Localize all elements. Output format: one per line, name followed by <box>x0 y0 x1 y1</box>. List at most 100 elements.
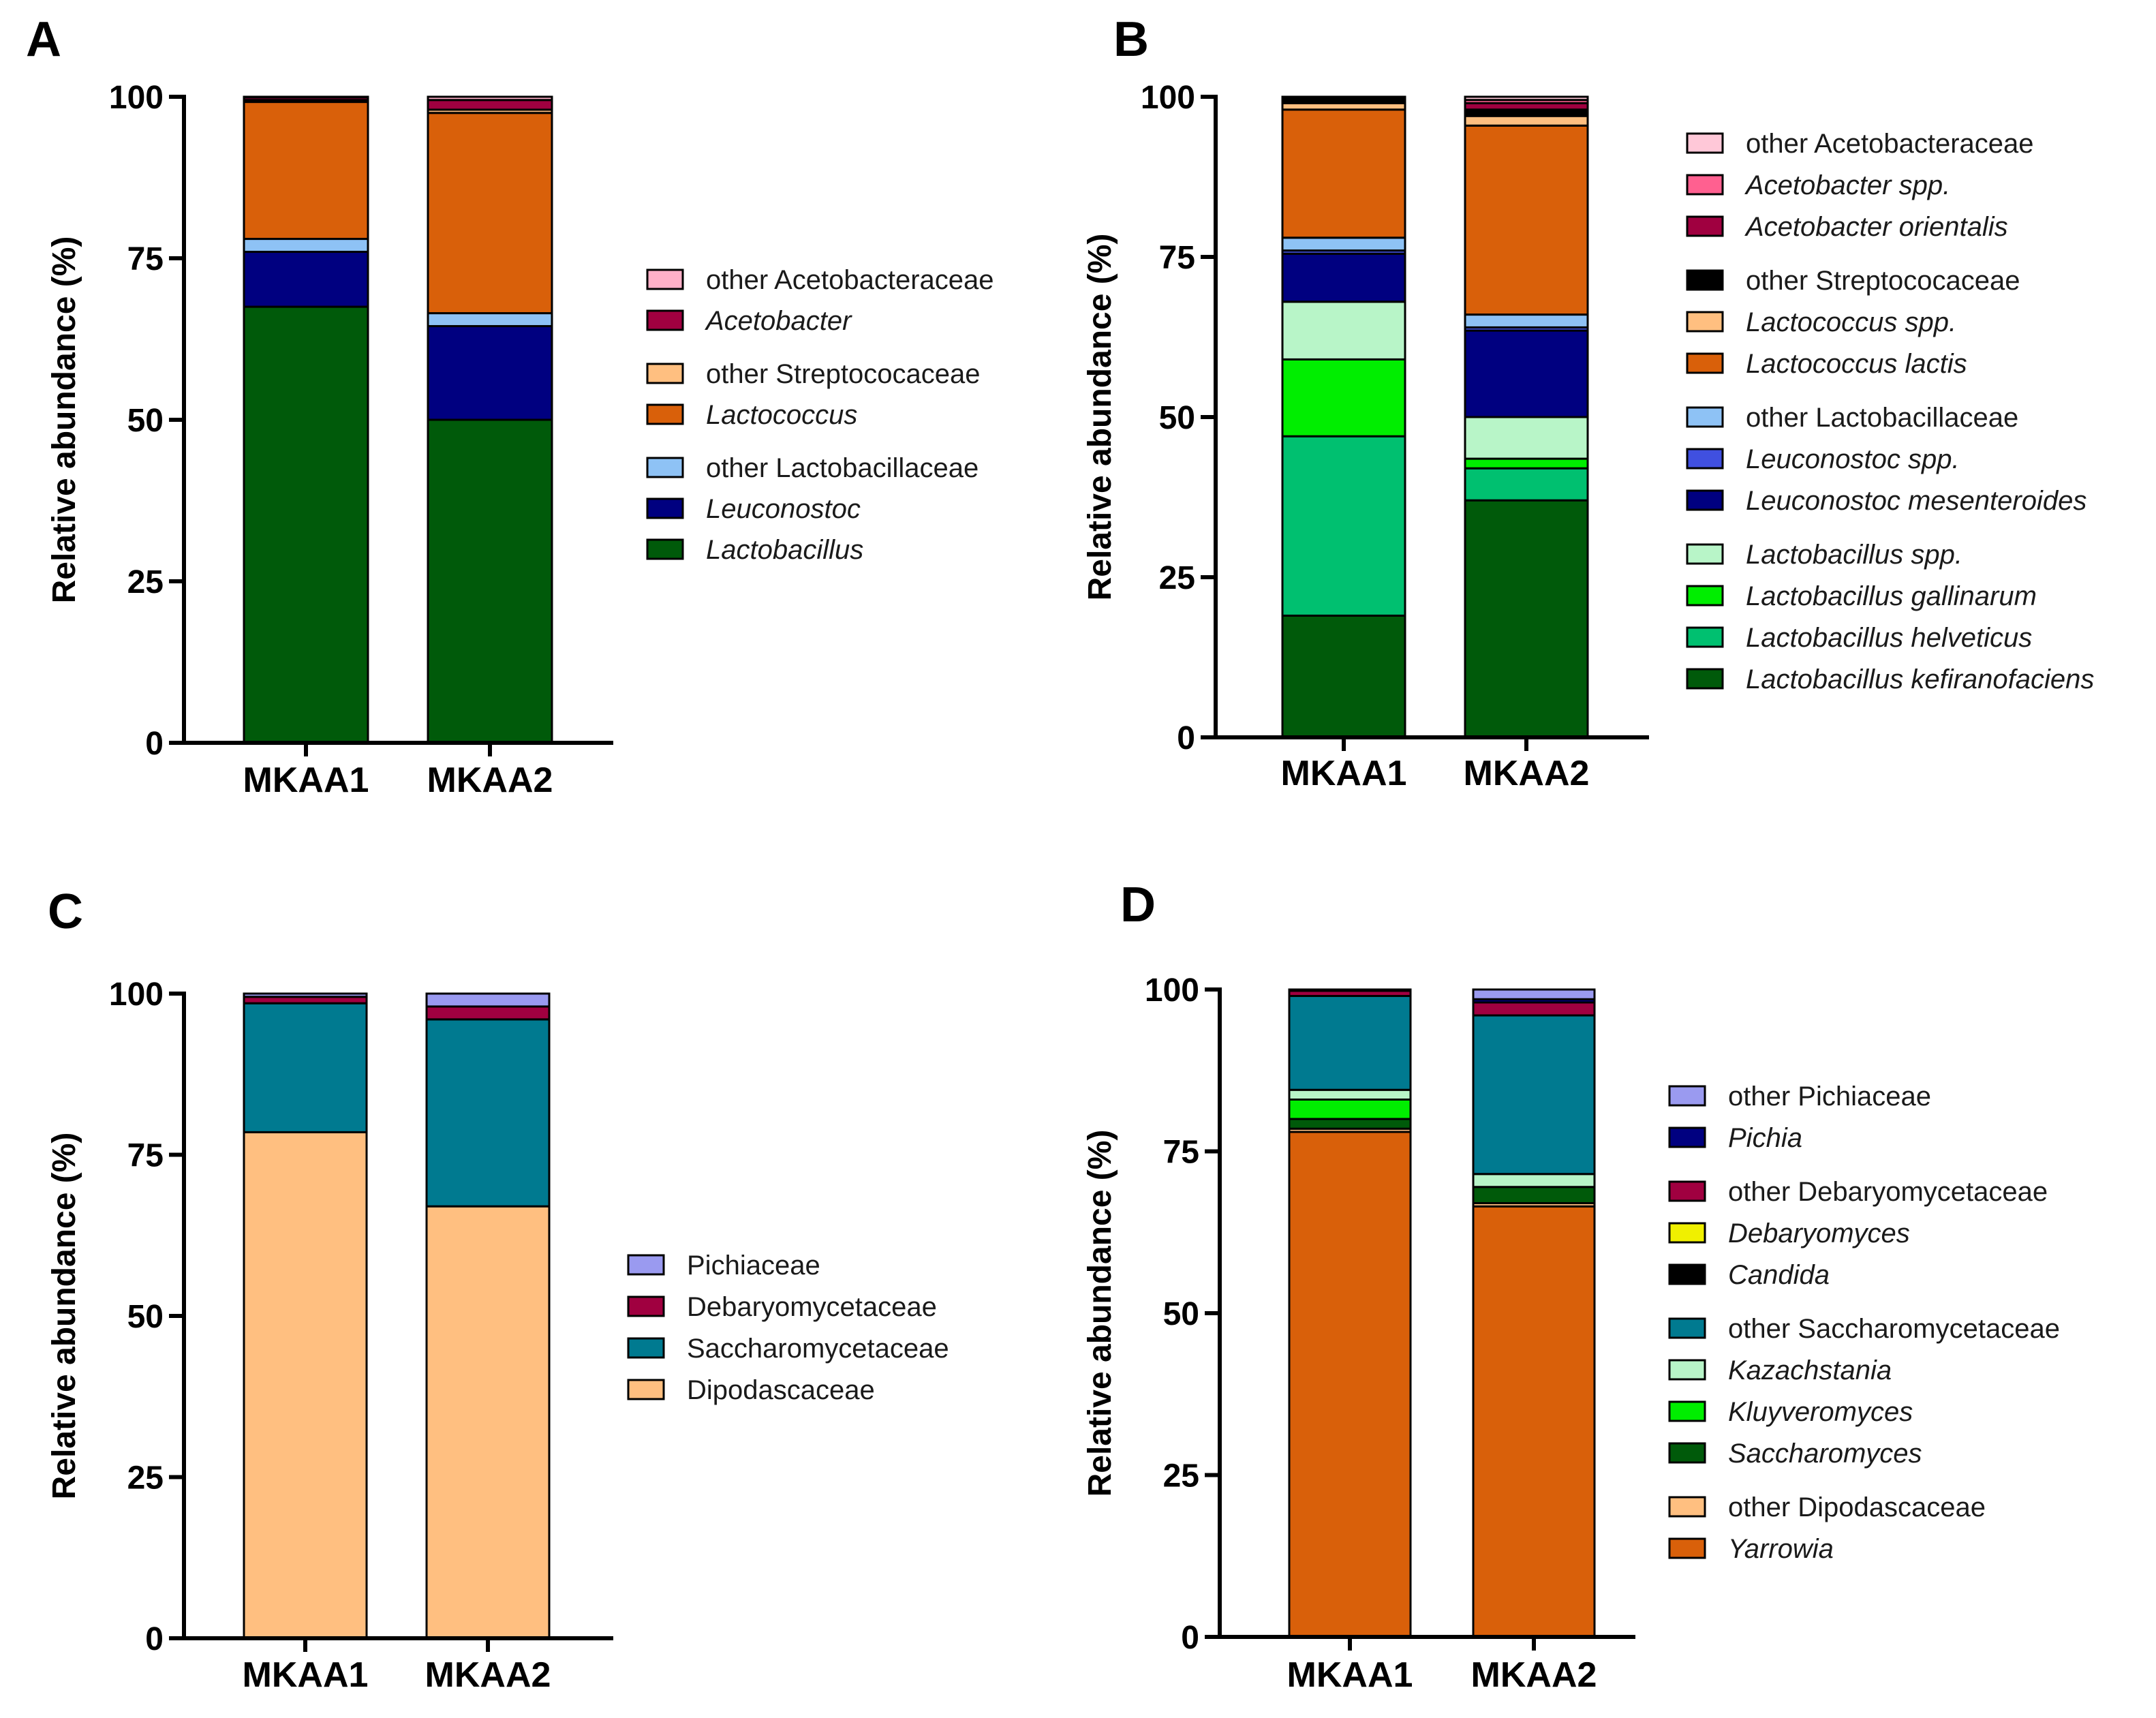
panel-b: B MKAA1 MKAA2 0 25 50 75 100 Relative abundance … <box>1082 12 2094 793</box>
legend-swatch <box>646 497 684 519</box>
legend-label: other Lactobacillaceae <box>1746 403 2018 433</box>
panel-letter: D <box>1120 878 1156 932</box>
legend: other Acetobacteraceae Acetobacter other S… <box>646 265 994 565</box>
legend-label: Debaryomycetaceae <box>687 1292 937 1322</box>
bar-segment <box>243 238 369 254</box>
y-tick-label: 100 <box>1141 80 1195 116</box>
bar-segment <box>1288 1088 1412 1101</box>
legend-label: Pichiaceae <box>687 1251 820 1280</box>
legend-swatch <box>1668 1442 1706 1464</box>
panel-a: A MKAA1 MKAA2 0 25 50 75 100 Relative abundance … <box>26 12 994 800</box>
legend-label: other Lactobacillaceae <box>706 453 979 483</box>
legend-label: other Pichiaceae <box>1728 1082 1931 1111</box>
bar-segment <box>1464 457 1589 470</box>
bar-segment <box>243 1002 368 1133</box>
legend-label: other Acetobacteraceae <box>1746 129 2034 159</box>
bar-segment <box>243 992 368 998</box>
bar-segment <box>1281 435 1406 617</box>
bar-segment <box>1288 995 1412 1091</box>
y-tick-label: 0 <box>1181 1620 1199 1656</box>
legend-swatch <box>1686 269 1724 291</box>
legend-label: Lactobacillus spp. <box>1746 540 1962 570</box>
legend-swatch <box>1668 1537 1706 1559</box>
legend-swatch <box>646 538 684 560</box>
bar-segment <box>427 418 553 744</box>
legend-label: Saccharomyces <box>1728 1439 1922 1469</box>
bar-segment <box>425 1205 551 1640</box>
legend-label: Lactobacillus kefiranofaciens <box>1746 664 2094 694</box>
y-tick-label: 25 <box>1163 1458 1199 1494</box>
legend-label: Saccharomycetaceae <box>687 1334 949 1364</box>
legend-label: other Acetobacteraceae <box>706 265 994 295</box>
legend-label: other Streptococaceae <box>706 359 980 389</box>
legend-swatch <box>646 457 684 478</box>
bar-segment <box>1472 1205 1596 1638</box>
y-tick-label: 50 <box>127 1299 164 1335</box>
bar-segment <box>1281 108 1406 239</box>
legend-label: other Debaryomycetaceae <box>1728 1177 2048 1207</box>
legend-swatch <box>646 403 684 425</box>
legend-label: Lactococcus <box>706 400 857 430</box>
bar-segment <box>1288 1099 1412 1120</box>
legend-label: Leuconostoc mesenteroides <box>1746 486 2086 516</box>
y-tick-label: 75 <box>1159 240 1195 276</box>
bar-segment <box>1281 301 1406 361</box>
legend-swatch <box>1668 1263 1706 1285</box>
bar-segment <box>1464 329 1589 418</box>
x-tick-label: MKAA2 <box>1471 1655 1597 1695</box>
panel-letter: B <box>1113 12 1149 67</box>
legend-swatch <box>1686 406 1724 428</box>
legend-swatch <box>1686 311 1724 333</box>
legend-label: Kluyveromyces <box>1728 1397 1913 1427</box>
legend-swatch <box>1668 1222 1706 1244</box>
legend-swatch <box>627 1379 665 1400</box>
panel-c: C MKAA1 MKAA2 0 25 50 75 100 Relative abundance … <box>46 885 949 1695</box>
legend-label: Acetobacter <box>705 306 852 336</box>
bar-segment <box>1281 252 1406 303</box>
bar-segment <box>427 312 553 328</box>
legend-swatch <box>646 269 684 290</box>
bar-segment <box>1288 988 1412 992</box>
bar-segment <box>1281 236 1406 252</box>
legend-label: Dipodascaceae <box>687 1375 875 1405</box>
x-tick-label: MKAA1 <box>243 761 369 800</box>
legend-label: Lactobacillus <box>706 535 863 565</box>
y-tick-label: 25 <box>127 1460 164 1497</box>
x-tick-label: MKAA1 <box>1287 1655 1413 1695</box>
bar-segment <box>427 325 553 421</box>
legend-label: Kazachstania <box>1728 1355 1892 1385</box>
legend-swatch <box>627 1295 665 1317</box>
y-tick-label: 100 <box>109 977 164 1013</box>
legend-swatch <box>1686 132 1724 154</box>
legend-swatch <box>1668 1317 1706 1339</box>
x-tick-label: MKAA1 <box>243 1655 369 1695</box>
legend-swatch <box>627 1337 665 1359</box>
legend-label: Acetobacter orientalis <box>1744 212 2008 242</box>
legend-label: other Saccharomycetaceae <box>1728 1314 2060 1344</box>
legend: Pichiaceae Debaryomycetaceae Saccharomycet… <box>627 1251 949 1405</box>
panel-letter: C <box>48 885 83 939</box>
legend: other Pichiaceae Pichia other Debaryomycet… <box>1668 1082 2060 1564</box>
bar-segment <box>1472 988 1596 1000</box>
bar-segment <box>1472 1186 1596 1204</box>
legend-swatch <box>646 309 684 331</box>
y-axis-label: Relative abundance (%) <box>1082 234 1118 601</box>
bar-segment <box>1288 1131 1412 1638</box>
y-tick-label: 50 <box>127 403 164 439</box>
bar-segment <box>427 112 553 315</box>
legend-label: Lactococcus lactis <box>1746 349 1967 379</box>
legend-label: Candida <box>1728 1260 1830 1290</box>
legend-swatch <box>1686 626 1724 648</box>
y-tick-label: 25 <box>1159 560 1195 596</box>
bar-segment <box>427 95 553 102</box>
x-tick-label: MKAA2 <box>427 761 553 800</box>
bar-segment <box>243 101 369 241</box>
bar-segment <box>1472 1014 1596 1176</box>
bar-segment <box>243 1131 368 1640</box>
y-tick-label: 0 <box>145 726 164 762</box>
legend-swatch <box>1668 1359 1706 1381</box>
y-tick-label: 50 <box>1163 1296 1199 1332</box>
bar-segment <box>1464 467 1589 502</box>
x-tick-label: MKAA2 <box>425 1655 551 1695</box>
